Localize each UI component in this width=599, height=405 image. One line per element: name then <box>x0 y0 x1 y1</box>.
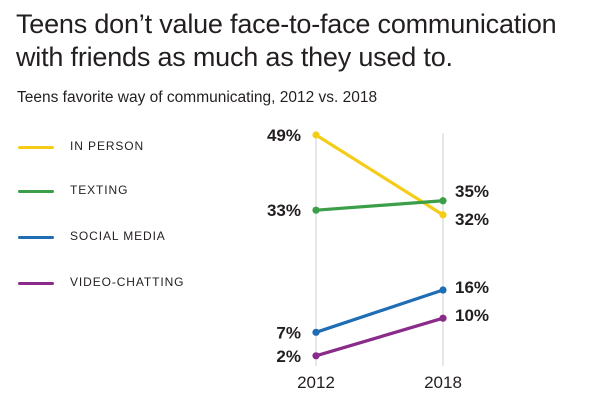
data-point-video-chatting-2012 <box>312 352 320 360</box>
data-label: 35% <box>455 182 489 201</box>
data-point-social-media-2012 <box>312 328 320 336</box>
data-point-texting-2012 <box>312 206 320 214</box>
series-line-texting <box>314 199 445 212</box>
data-label: 7% <box>276 323 301 342</box>
series-line-video-chatting <box>314 316 445 358</box>
data-label: 2% <box>276 347 301 366</box>
chart-title: Teens don’t value face-to-face communica… <box>16 9 557 72</box>
data-point-social-media-2018 <box>439 286 447 294</box>
data-label: 49% <box>267 126 301 145</box>
data-point-video-chatting-2018 <box>439 314 447 322</box>
data-label: 10% <box>455 306 489 325</box>
chart-subtitle: Teens favorite way of communicating, 201… <box>17 89 378 106</box>
data-point-texting-2018 <box>439 197 447 205</box>
data-point-in-person-2012 <box>312 131 320 139</box>
data-label: 16% <box>455 278 489 297</box>
data-label: 33% <box>267 201 301 220</box>
data-label: 32% <box>455 210 489 229</box>
data-point-in-person-2018 <box>439 211 447 219</box>
x-tick-label: 2018 <box>424 373 462 392</box>
series-line-social-media <box>314 288 445 334</box>
x-tick-label: 2012 <box>297 373 335 392</box>
